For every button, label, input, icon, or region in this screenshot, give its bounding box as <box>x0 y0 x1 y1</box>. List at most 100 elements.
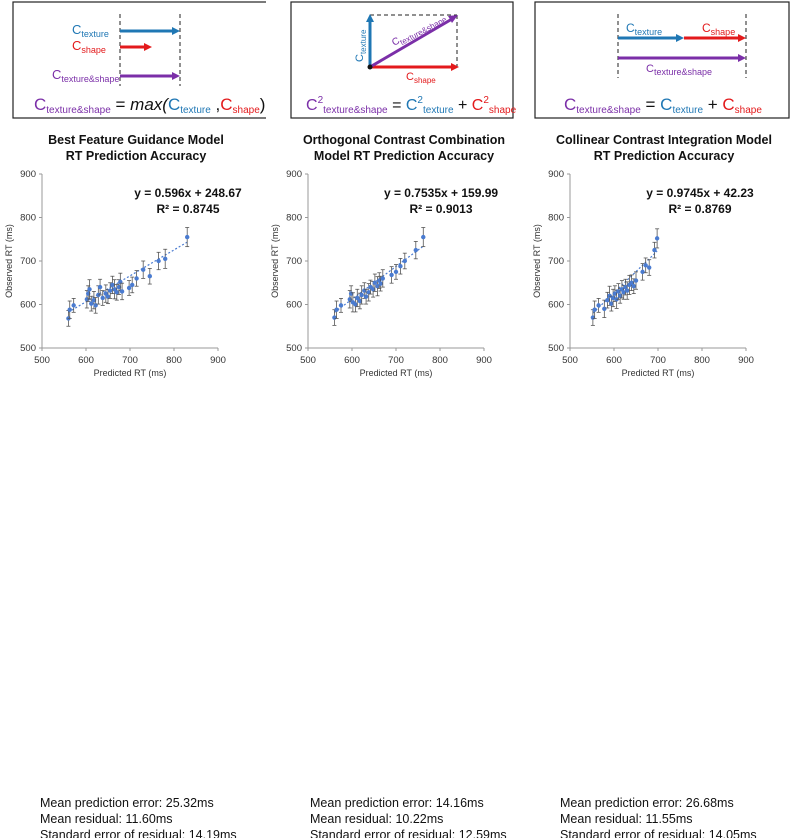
data-point <box>97 284 103 290</box>
data-point <box>378 281 383 286</box>
y-tick-label: 900 <box>548 169 564 180</box>
y-tick-label: 500 <box>20 343 36 354</box>
x-axis-label: Predicted RT (ms) <box>622 368 695 378</box>
y-tick-label: 700 <box>548 256 564 267</box>
label-shape: Cshape <box>406 71 436 85</box>
data-point <box>108 288 113 293</box>
scatter-plot: 500 600 700 800 900 500 600 700 800 900 Predicted … <box>4 169 226 378</box>
data-point <box>370 287 376 292</box>
r-squared: R² = 0.9013 <box>409 202 472 216</box>
data-point <box>605 297 610 303</box>
data-point <box>372 280 378 285</box>
stat-standard-error: Standard error of residual: 14.19ms <box>40 828 237 838</box>
trendline-equation: y = 0.596x + 248.67 <box>134 186 242 200</box>
x-tick-label: 900 <box>476 355 492 366</box>
scatter-plot: 500 600 700 800 900 500 600 700 800 900 Predicted … <box>532 169 754 378</box>
x-tick-label: 700 <box>122 355 138 366</box>
data-point <box>363 294 369 299</box>
data-point <box>134 276 139 281</box>
chart-title-line2: RT Prediction Accuracy <box>594 149 735 163</box>
data-point <box>398 264 403 269</box>
panel-svg: Ctexture Cshape Ctexture&shape Ctexture&… <box>4 1 268 378</box>
data-point <box>353 302 358 307</box>
data-point <box>105 294 111 299</box>
data-point <box>355 295 360 301</box>
y-tick-label: 700 <box>20 256 36 267</box>
y-tick-label: 500 <box>286 343 302 354</box>
stat-standard-error: Standard error of residual: 14.05ms <box>560 828 757 838</box>
data-point <box>393 269 399 275</box>
label-shape: Cshape <box>702 21 735 37</box>
x-tick-label: 700 <box>650 355 666 366</box>
diagram-box <box>12 1 268 119</box>
label-combo: Ctexture&shape <box>646 63 712 77</box>
data-point <box>163 256 168 262</box>
formula: Ctexture&shape = Ctexture + Cshape <box>564 95 762 116</box>
data-point <box>421 234 426 240</box>
data-point <box>375 284 380 289</box>
data-point <box>652 247 657 253</box>
data-point <box>359 292 364 298</box>
stat-mean-prediction-error: Mean prediction error: 26.68ms <box>560 796 734 810</box>
x-axis-label: Predicted RT (ms) <box>94 368 167 378</box>
data-point <box>332 315 337 320</box>
data-point <box>617 293 623 298</box>
label-texture: Ctexture <box>626 21 662 37</box>
data-point <box>156 258 161 264</box>
panel-best-feature: Ctexture Cshape Ctexture&shape Ctexture&… <box>0 0 268 838</box>
x-tick-label: 900 <box>210 355 226 366</box>
data-point <box>596 303 601 308</box>
x-tick-label: 600 <box>78 355 94 366</box>
data-point <box>147 274 152 279</box>
r-squared: R² = 0.8745 <box>156 202 219 216</box>
combo-arrowhead <box>172 72 180 80</box>
x-tick-label: 600 <box>344 355 360 366</box>
x-tick-label: 500 <box>34 355 50 366</box>
stat-mean-prediction-error: Mean prediction error: 14.16ms <box>310 796 484 810</box>
chart-title-line1: Collinear Contrast Integration Model <box>556 133 772 147</box>
trendline-equation: y = 0.7535x + 159.99 <box>384 186 498 200</box>
combo-arrowhead <box>738 54 746 62</box>
data-point <box>413 247 418 253</box>
y-tick-label: 600 <box>286 300 302 311</box>
data-point <box>130 282 135 288</box>
data-point <box>91 297 97 303</box>
data-point <box>389 272 394 278</box>
x-axis-label: Predicted RT (ms) <box>360 368 433 378</box>
data-point <box>631 284 636 289</box>
data-point <box>607 293 612 298</box>
r-squared: R² = 0.8769 <box>668 202 731 216</box>
data-point <box>612 291 618 296</box>
chart-title-line1: Best Feature Guidance Model <box>48 133 224 147</box>
stat-mean-residual: Mean residual: 10.22ms <box>310 812 444 826</box>
y-tick-label: 600 <box>548 300 564 311</box>
data-point <box>71 303 76 308</box>
data-point <box>100 295 105 301</box>
panel-svg: Ctexture Cshape Ctexture&shape Ctexture&… <box>532 1 790 378</box>
data-point <box>112 287 117 292</box>
y-tick-label: 700 <box>286 256 302 267</box>
data-point <box>623 284 628 290</box>
diagram-box <box>290 1 514 119</box>
label-texture: Ctexture <box>354 29 368 62</box>
x-tick-label: 500 <box>300 355 316 366</box>
data-point <box>380 276 385 281</box>
data-point <box>103 291 109 296</box>
combo-arrowhead <box>448 15 458 23</box>
x-tick-label: 800 <box>166 355 182 366</box>
data-point <box>610 295 616 301</box>
stat-mean-residual: Mean residual: 11.60ms <box>40 812 173 826</box>
x-tick-label: 800 <box>694 355 710 366</box>
data-point <box>119 289 125 294</box>
shape-arrowhead <box>451 63 459 71</box>
chart-title-line1: Orthogonal Contrast Combination <box>303 133 505 147</box>
panel-svg: Ctexture Cshape Ctexture&shape C2texture… <box>270 1 517 378</box>
stat-mean-prediction-error: Mean prediction error: 25.32ms <box>40 796 214 810</box>
chart-title-line2: RT Prediction Accuracy <box>66 149 207 163</box>
y-tick-label: 600 <box>20 300 36 311</box>
trendline <box>334 245 424 313</box>
data-point <box>654 236 660 241</box>
data-point <box>89 301 94 306</box>
origin-dot <box>367 64 373 70</box>
data-point <box>114 290 120 295</box>
